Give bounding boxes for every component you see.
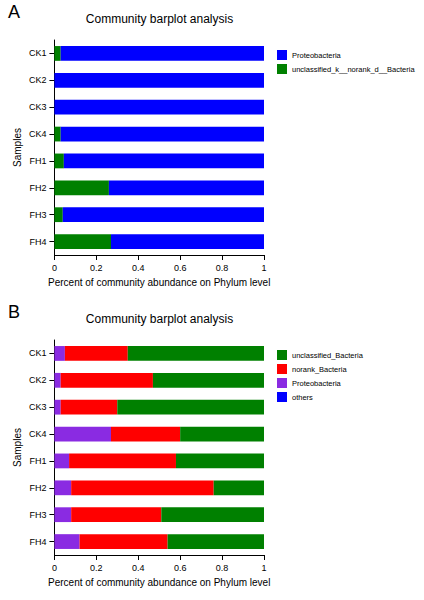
svg-text:Community barplot analysis: Community barplot analysis (86, 12, 233, 26)
html-text:B: B (8, 302, 20, 322)
svg-text:0.2: 0.2 (90, 263, 103, 273)
svg-text:0.6: 0.6 (174, 263, 187, 273)
svg-text:others: others (292, 393, 313, 402)
svg-text:1: 1 (261, 263, 266, 273)
svg-text:FH1: FH1 (29, 156, 46, 166)
svg-text:CK1: CK1 (29, 348, 47, 358)
svg-text:CK3: CK3 (29, 102, 47, 112)
svg-text:CK2: CK2 (29, 375, 47, 385)
svg-text:0.4: 0.4 (132, 563, 145, 573)
svg-text:Proteobacteria: Proteobacteria (292, 379, 342, 388)
svg-text:Percent of community abundance: Percent of community abundance on Phylum… (48, 577, 270, 588)
svg-text:Community barplot analysis: Community barplot analysis (86, 312, 233, 326)
svg-text:FH4: FH4 (29, 237, 46, 247)
svg-text:FH3: FH3 (29, 510, 46, 520)
svg-text:0.2: 0.2 (90, 563, 103, 573)
svg-text:Samples: Samples (12, 428, 23, 467)
svg-text:unclassified_Bacteria: unclassified_Bacteria (292, 351, 364, 360)
svg-text:FH3: FH3 (29, 210, 46, 220)
svg-text:0.4: 0.4 (132, 263, 145, 273)
svg-text:0: 0 (52, 563, 57, 573)
svg-text:FH1: FH1 (29, 456, 46, 466)
svg-text:0: 0 (52, 263, 57, 273)
svg-text:CK4: CK4 (29, 129, 47, 139)
svg-text:CK2: CK2 (29, 75, 47, 85)
svg-text:1: 1 (261, 563, 266, 573)
svg-text:FH2: FH2 (29, 483, 46, 493)
svg-text:norank_Bacteria: norank_Bacteria (292, 365, 347, 374)
svg-text:0.6: 0.6 (174, 563, 187, 573)
svg-text:FH4: FH4 (29, 537, 46, 547)
svg-text:Samples: Samples (12, 128, 23, 167)
html-text:A: A (8, 2, 20, 22)
svg-text:unclassified_k__norank_d__Bact: unclassified_k__norank_d__Bacteria (292, 65, 415, 74)
svg-text:Proteobacteria: Proteobacteria (292, 51, 342, 60)
svg-text:CK4: CK4 (29, 429, 47, 439)
svg-text:CK3: CK3 (29, 402, 47, 412)
svg-text:CK1: CK1 (29, 48, 47, 58)
svg-text:FH2: FH2 (29, 183, 46, 193)
svg-text:Percent of community abundance: Percent of community abundance on Phylum… (48, 277, 270, 288)
svg-text:0.8: 0.8 (216, 563, 229, 573)
svg-text:0.8: 0.8 (216, 263, 229, 273)
